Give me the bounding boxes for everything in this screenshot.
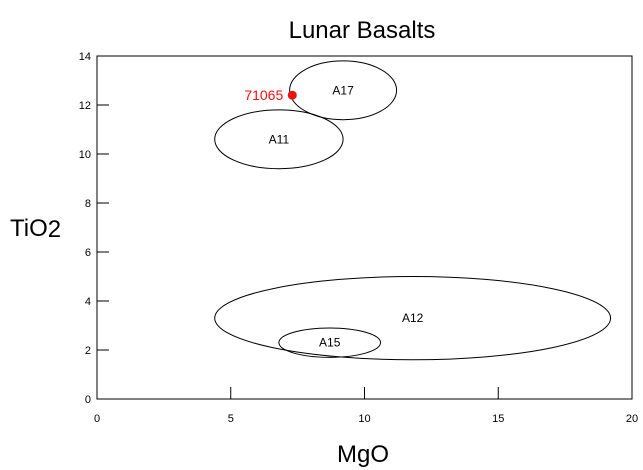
- x-tick-label: 10: [358, 413, 370, 425]
- y-tick-label: 0: [85, 394, 91, 406]
- basalt-regions: A17 A11 A12 A15: [214, 60, 612, 361]
- y-tick-label: 10: [79, 149, 91, 161]
- y-tick-label: 6: [85, 247, 91, 259]
- region-label-a12: A12: [402, 311, 424, 325]
- region-label-a17: A17: [332, 83, 354, 97]
- x-axis-label: MgO: [337, 441, 389, 468]
- region-ellipse-a11: [214, 109, 344, 170]
- y-axis-label-subscript: 2: [48, 216, 61, 243]
- x-axis-ticks: 0 5 10 15 20: [94, 387, 638, 425]
- y-axis-label-main: TiO: [10, 215, 48, 242]
- y-tick-label: 12: [79, 100, 91, 112]
- region-ellipse-a12: [214, 276, 612, 361]
- y-axis-ticks: 0 2 4 6 8 10 12 14: [79, 51, 109, 406]
- sample-points: 71065: [244, 87, 297, 103]
- x-tick-label: 5: [228, 413, 234, 425]
- x-tick-label: 0: [94, 413, 100, 425]
- x-tick-label: 15: [492, 413, 504, 425]
- y-axis-label: TiO2: [10, 215, 61, 243]
- chart-title: Lunar Basalts: [289, 17, 436, 44]
- y-tick-label: 4: [85, 296, 91, 308]
- sample-point-71065: [287, 90, 297, 100]
- y-tick-label: 2: [85, 345, 91, 357]
- y-tick-label: 14: [79, 51, 91, 63]
- region-label-a11: A11: [269, 132, 290, 146]
- region-ellipse-a15: [278, 327, 382, 358]
- sample-label-71065: 71065: [244, 87, 283, 103]
- y-tick-label: 8: [85, 198, 91, 210]
- x-tick-label: 20: [626, 413, 638, 425]
- region-label-a15: A15: [319, 336, 341, 350]
- region-ellipse-a17: [289, 60, 398, 121]
